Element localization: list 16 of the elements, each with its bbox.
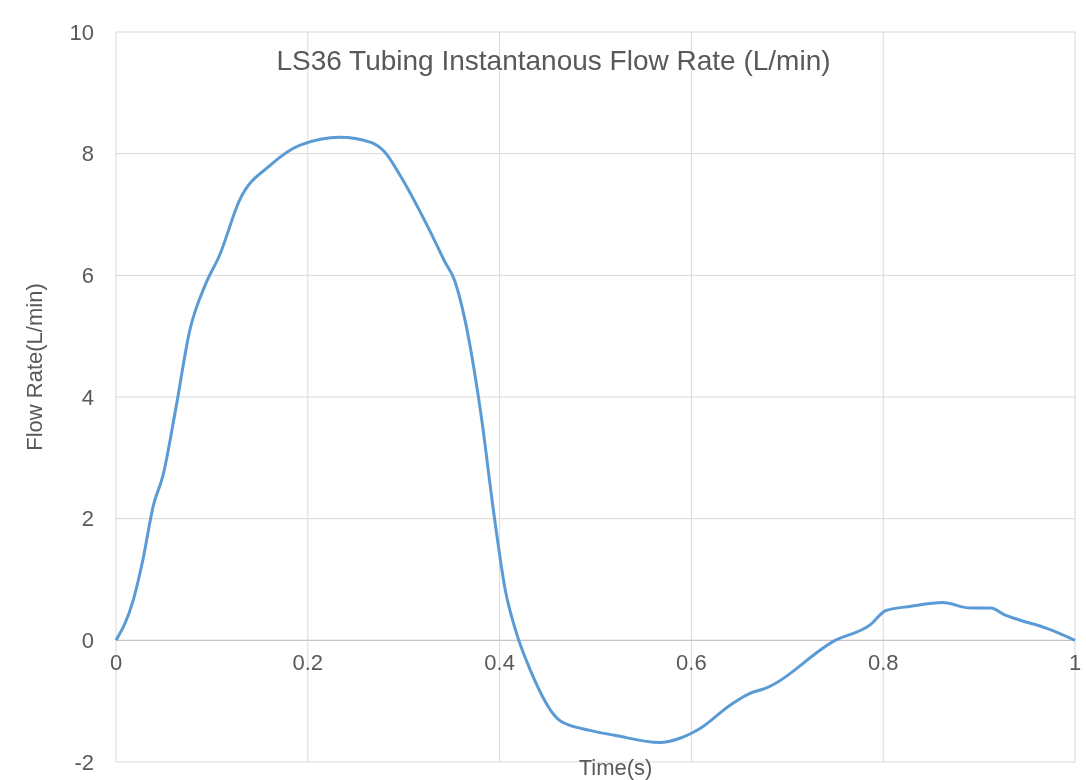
x-axis-title: Time(s) <box>578 755 653 780</box>
y-tick-label: -2 <box>74 749 94 775</box>
y-tick-label: 4 <box>81 384 94 410</box>
x-tick-label: 0.8 <box>867 650 899 676</box>
y-tick-label: 0 <box>81 628 94 654</box>
x-tick-label: 0.4 <box>484 650 515 676</box>
y-axis-title: Flow Rate(L/min) <box>22 283 47 451</box>
x-tick-label: 0.6 <box>676 650 707 676</box>
y-tick-label: 6 <box>81 263 94 289</box>
y-tick-label: 8 <box>81 141 94 167</box>
x-tick-label: 0 <box>109 650 123 676</box>
x-tick-label: 1 <box>1068 650 1082 676</box>
y-tick-label: 10 <box>69 19 94 45</box>
text: LS36 Tubing Instantanous Flow Rate (L/min) <box>276 45 831 76</box>
y-tick-label: 2 <box>81 506 94 532</box>
x-tick-label: 0.2 <box>292 650 324 676</box>
